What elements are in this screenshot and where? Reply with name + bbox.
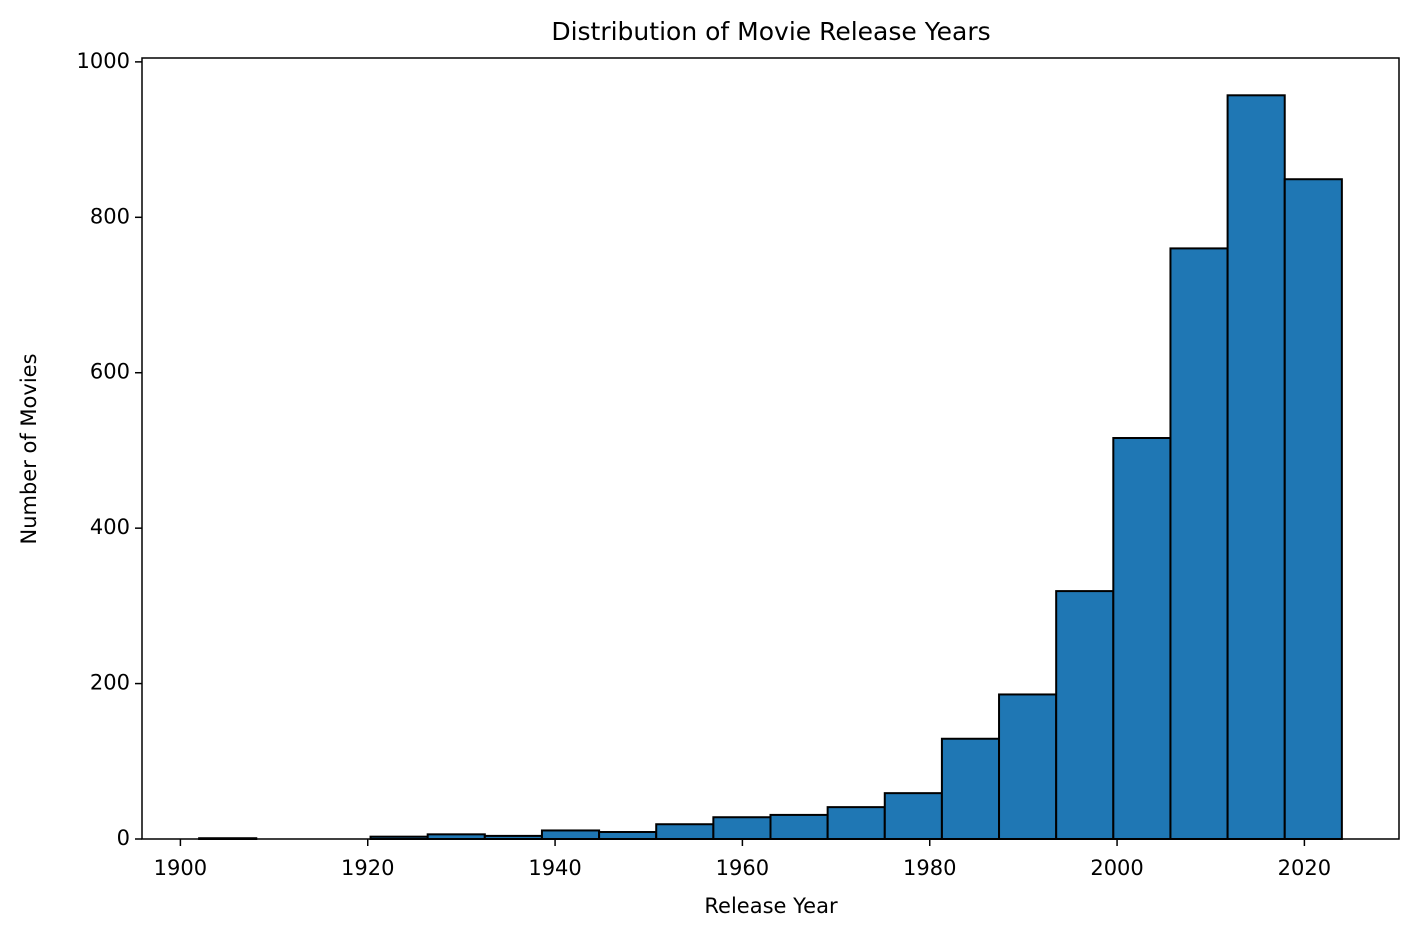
y-tick-label: 600 xyxy=(90,360,130,384)
bar xyxy=(1169,247,1229,841)
bar xyxy=(598,831,658,841)
plot-frame xyxy=(141,57,1400,840)
bar xyxy=(1112,437,1172,840)
bar xyxy=(655,823,715,840)
chart-title: Distribution of Movie Release Years xyxy=(551,17,990,46)
x-tick-label: 1940 xyxy=(528,856,581,880)
x-tick-label: 1900 xyxy=(154,856,207,880)
bar xyxy=(998,693,1058,841)
y-tick-label: 200 xyxy=(90,671,130,695)
x-tick-label: 2000 xyxy=(1090,856,1143,880)
bar xyxy=(940,737,1001,841)
x-tick-label: 2020 xyxy=(1278,856,1331,880)
bar xyxy=(1283,178,1343,840)
bar xyxy=(826,806,886,840)
x-tick-label: 1960 xyxy=(716,856,769,880)
bar xyxy=(769,813,829,840)
bar xyxy=(1055,590,1115,841)
y-tick-label: 1000 xyxy=(77,49,130,73)
y-tick-label: 0 xyxy=(117,826,130,850)
y-tick-label: 800 xyxy=(90,204,130,228)
x-tick-label: 1980 xyxy=(903,856,956,880)
x-axis-label: Release Year xyxy=(704,894,838,918)
bar xyxy=(712,816,772,840)
x-tick-label: 1920 xyxy=(341,856,394,880)
bar xyxy=(540,829,601,840)
y-tick-label: 400 xyxy=(90,515,130,539)
bar xyxy=(883,792,943,841)
y-axis-label: Number of Movies xyxy=(17,353,41,544)
bar xyxy=(1226,94,1286,840)
